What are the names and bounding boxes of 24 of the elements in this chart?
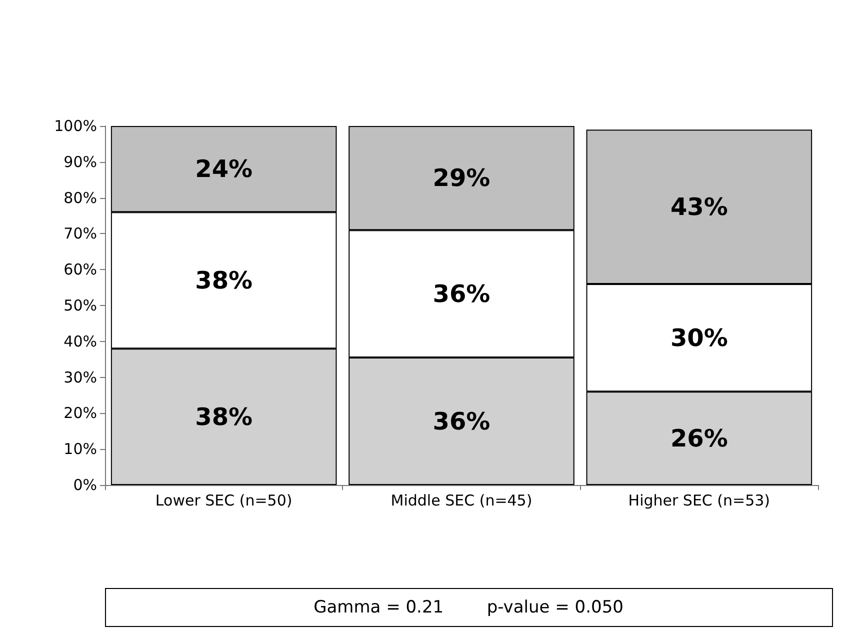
- x-tick-label: Higher SEC (n=53): [628, 492, 770, 510]
- y-tick-label: 80%: [64, 188, 97, 207]
- y-tick-label: 90%: [64, 152, 97, 171]
- text: Gamma = 0.21 p-value = 0.050: [314, 598, 624, 618]
- y-tick-label: 70%: [64, 224, 97, 243]
- data-label: 36%: [432, 407, 490, 436]
- data-label: 36%: [432, 280, 490, 308]
- data-label: 43%: [670, 192, 728, 221]
- y-tick-label: 10%: [64, 440, 97, 458]
- data-label: 38%: [195, 266, 253, 294]
- y-tick-label: 100%: [54, 117, 97, 135]
- data-label: 29%: [432, 164, 490, 192]
- data-label: 26%: [670, 424, 728, 452]
- y-tick-label: 0%: [73, 476, 97, 494]
- y-tick-label: 50%: [64, 296, 97, 314]
- y-tick-label: 30%: [64, 368, 97, 386]
- x-tick-label: Middle SEC (n=45): [390, 492, 532, 510]
- x-tick-label: Lower SEC (n=50): [155, 492, 292, 510]
- y-tick-label: 20%: [64, 404, 97, 422]
- data-label: 30%: [670, 324, 728, 352]
- y-tick-label: 40%: [64, 332, 97, 350]
- y-tick-label: 60%: [64, 260, 97, 279]
- data-label: 38%: [195, 402, 253, 431]
- data-label: 24%: [195, 155, 253, 184]
